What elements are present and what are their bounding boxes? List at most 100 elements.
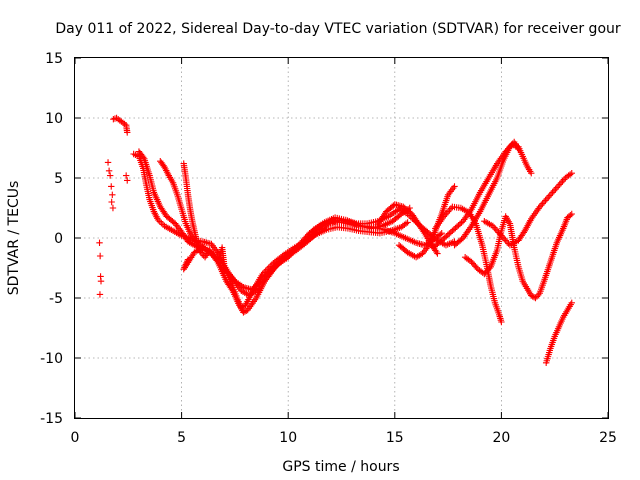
data-point — [106, 172, 114, 179]
data-point — [568, 170, 575, 177]
data-point — [269, 264, 276, 272]
data-point — [158, 219, 165, 227]
data-point — [549, 189, 556, 196]
data-point — [515, 146, 522, 153]
data-point — [440, 235, 447, 243]
y-tick-label: -10 — [40, 351, 63, 367]
data-point — [434, 250, 441, 257]
x-tick-label: 0 — [71, 430, 80, 446]
chart-title: Day 011 of 2022, Sidereal Day-to-day VTE… — [55, 21, 621, 37]
data-point — [105, 167, 113, 174]
data-point — [267, 266, 275, 273]
data-point — [108, 183, 115, 190]
data-point — [560, 176, 568, 183]
data-point — [557, 179, 565, 186]
data-point — [124, 129, 131, 136]
data-point — [545, 194, 552, 201]
data-point — [446, 230, 453, 237]
data-point — [542, 197, 549, 204]
data-point — [453, 223, 461, 230]
data-point — [567, 212, 574, 219]
x-axis-label: GPS time / hours — [282, 459, 399, 475]
data-point — [270, 263, 278, 270]
data-point — [458, 219, 465, 226]
data-point — [272, 261, 279, 269]
data-point — [170, 219, 177, 226]
data-point — [441, 234, 448, 241]
data-point — [568, 210, 575, 218]
data-point — [255, 279, 263, 286]
data-point — [438, 230, 445, 237]
data-point — [109, 204, 117, 212]
data-point — [556, 181, 563, 188]
data-point — [455, 222, 462, 229]
data-point — [492, 226, 499, 233]
data-point — [553, 184, 561, 191]
data-point — [96, 252, 104, 260]
data-point — [108, 198, 115, 206]
data-point — [486, 265, 493, 272]
data-point — [104, 159, 112, 166]
data-point — [447, 228, 455, 236]
data-point — [199, 244, 207, 251]
data-point — [550, 187, 558, 194]
data-point — [254, 280, 261, 288]
data-point — [533, 293, 541, 300]
data-point — [274, 260, 281, 267]
data-point — [96, 239, 103, 246]
y-tick-label: 10 — [45, 111, 63, 127]
y-axis-label: SDTVAR / TECUs — [6, 181, 22, 296]
data-point — [446, 206, 453, 214]
data-point — [266, 267, 274, 274]
data-point — [140, 154, 147, 161]
data-point — [555, 182, 562, 190]
y-tick-label: -15 — [40, 411, 63, 427]
data-point — [452, 224, 459, 232]
data-point — [443, 210, 450, 217]
data-point — [559, 178, 566, 185]
data-point — [530, 294, 538, 301]
data-point — [251, 283, 258, 290]
y-tick-label: 15 — [45, 51, 63, 67]
data-point — [404, 219, 411, 226]
x-tick-label: 15 — [386, 430, 404, 446]
data-point — [447, 205, 455, 212]
data-point — [539, 200, 546, 207]
data-point — [443, 233, 450, 240]
x-tick-label: 25 — [599, 430, 617, 446]
data-point — [450, 226, 458, 233]
data-point — [438, 237, 445, 244]
data-point — [122, 172, 130, 179]
data-point — [543, 195, 551, 202]
data-point — [540, 198, 548, 206]
grid — [75, 58, 608, 418]
x-tick-label: 20 — [492, 430, 510, 446]
data-point — [568, 299, 575, 306]
data-point — [97, 278, 105, 285]
data-point — [96, 291, 104, 298]
data-point — [498, 318, 505, 326]
data-point — [275, 259, 282, 266]
data-point — [444, 208, 452, 215]
y-tick-label: 5 — [54, 171, 63, 187]
data-point — [444, 231, 451, 239]
data-point — [546, 192, 553, 199]
data-point — [451, 183, 458, 190]
data-point — [253, 282, 260, 289]
data-point — [449, 227, 456, 234]
data-point — [124, 177, 131, 184]
y-tick-label: 0 — [54, 231, 63, 247]
data-point — [456, 220, 464, 228]
data-point — [248, 286, 256, 293]
data-point — [552, 186, 559, 193]
axis-ticks: 0 5 10 15 20 25 -15 -10 -5 0 5 10 15 — [40, 51, 617, 446]
data-point — [298, 240, 305, 248]
data-point — [437, 231, 444, 238]
data-marks — [96, 114, 575, 366]
data-point — [528, 170, 535, 177]
x-tick-label: 5 — [177, 430, 186, 446]
y-tick-label: -5 — [49, 291, 63, 307]
data-point — [109, 191, 116, 198]
data-point — [547, 190, 555, 198]
